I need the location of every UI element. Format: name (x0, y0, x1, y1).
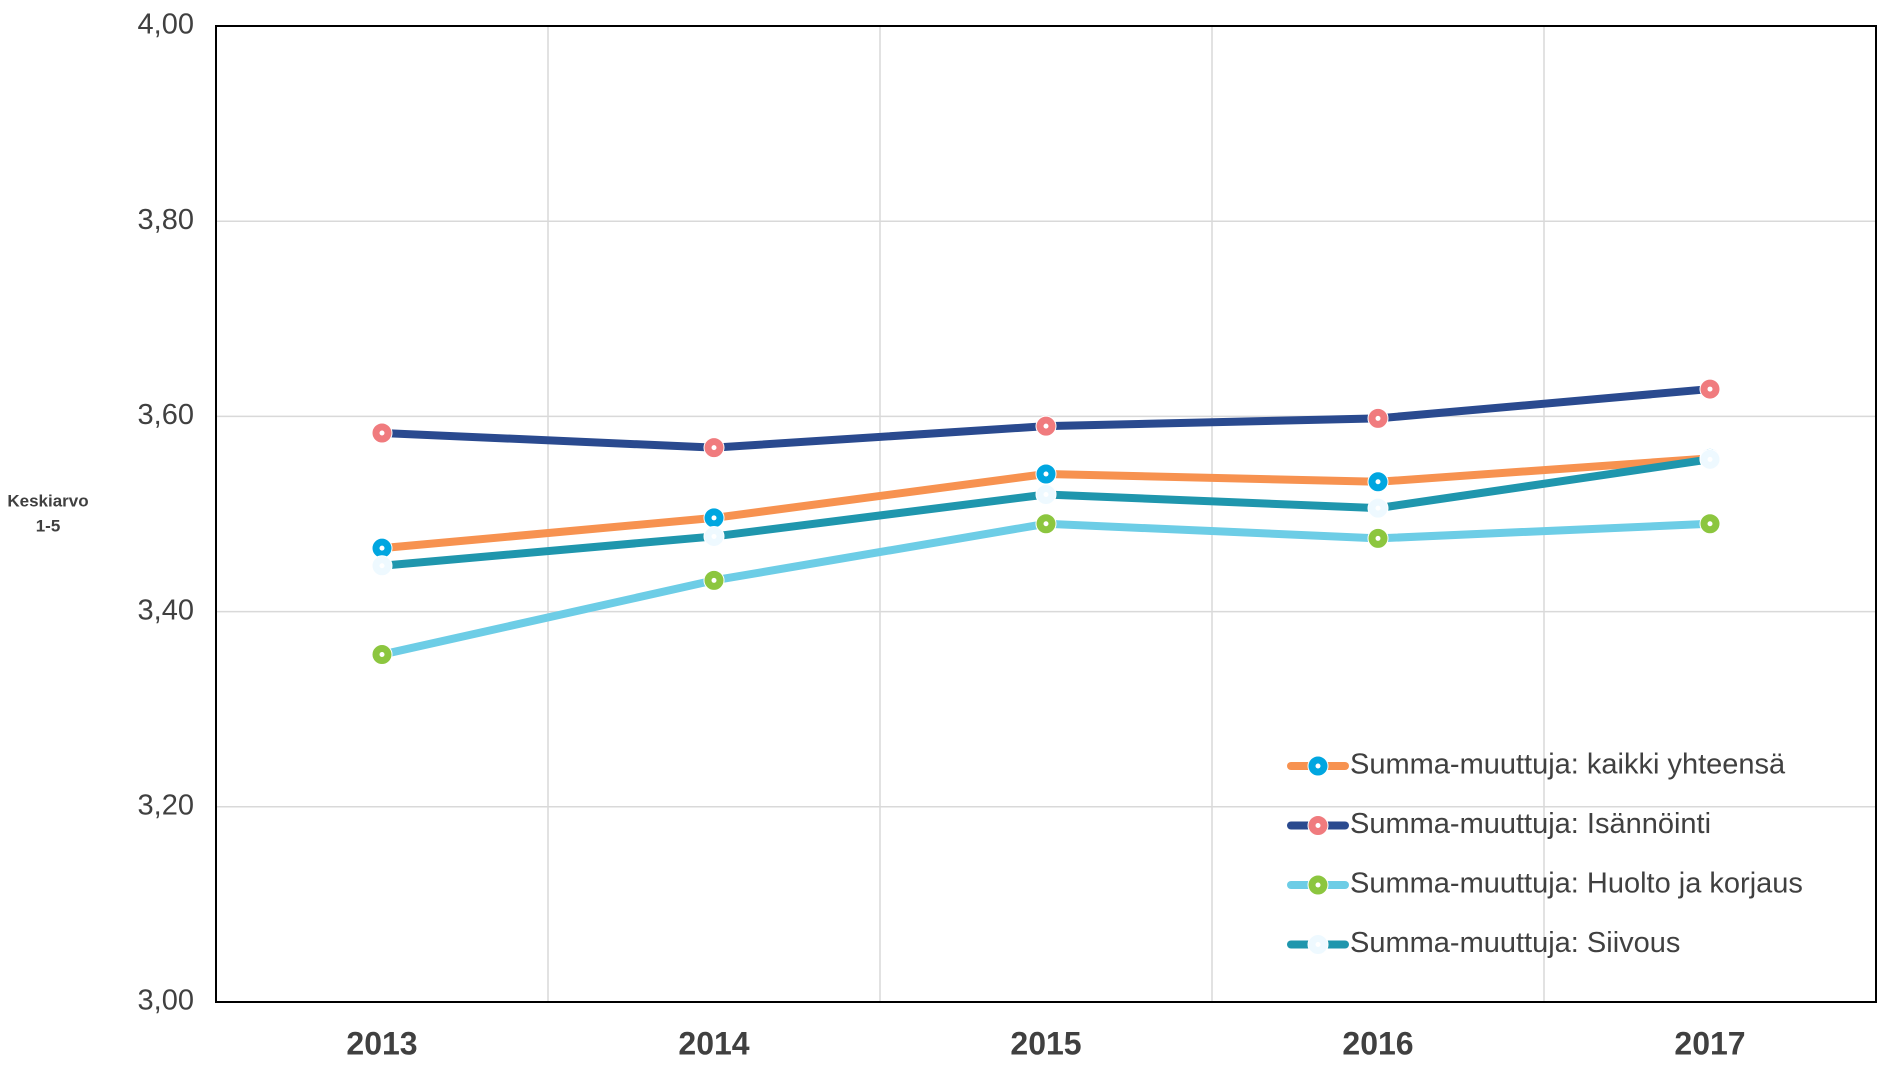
marker-dot (379, 430, 385, 436)
marker-dot (1043, 521, 1049, 527)
x-tick-label: 2014 (678, 1025, 749, 1061)
plot-frame (215, 25, 1877, 1003)
legend-label: Summa-muuttuja: Isännöinti (1350, 808, 1711, 840)
legend-marker-dot (1315, 823, 1321, 828)
legend-label: Summa-muuttuja: Siivous (1350, 927, 1680, 959)
marker-dot (1043, 423, 1049, 429)
marker-dot (379, 563, 385, 569)
marker-dot (1375, 415, 1381, 421)
marker-dot (711, 533, 717, 539)
marker-dot (1707, 386, 1713, 392)
marker-dot (379, 652, 385, 658)
legend-label: Summa-muuttuja: kaikki yhteensä (1350, 749, 1786, 781)
marker-dot (1707, 456, 1713, 462)
legend-marker-dot (1315, 763, 1321, 769)
x-tick-label: 2017 (1674, 1025, 1745, 1061)
marker-dot (1043, 471, 1049, 477)
legend-marker-dot (1315, 882, 1321, 888)
y-tick-label: 3,80 (138, 204, 194, 236)
y-axis-label: 1-5 (36, 516, 61, 535)
y-axis-label: Keskiarvo (7, 491, 88, 510)
y-tick-label: 4,00 (138, 9, 194, 41)
x-tick-label: 2016 (1342, 1025, 1413, 1061)
marker-dot (1375, 535, 1381, 541)
y-tick-label: 3,40 (138, 594, 194, 626)
marker-dot (711, 515, 717, 521)
legend-marker-dot (1315, 942, 1321, 947)
x-tick-label: 2015 (1010, 1025, 1081, 1061)
marker-dot (711, 445, 717, 451)
legend-label: Summa-muuttuja: Huolto ja korjaus (1350, 868, 1803, 900)
marker-dot (1375, 505, 1381, 511)
marker-dot (711, 577, 717, 583)
y-tick-label: 3,00 (138, 985, 194, 1017)
marker-dot (1707, 521, 1713, 527)
y-tick-label: 3,20 (138, 789, 194, 821)
marker-dot (1043, 491, 1049, 497)
marker-dot (379, 545, 385, 551)
y-tick-label: 3,60 (138, 399, 194, 431)
series-line (381, 519, 1711, 659)
marker-dot (1375, 479, 1381, 485)
x-tick-label: 2013 (346, 1025, 417, 1061)
